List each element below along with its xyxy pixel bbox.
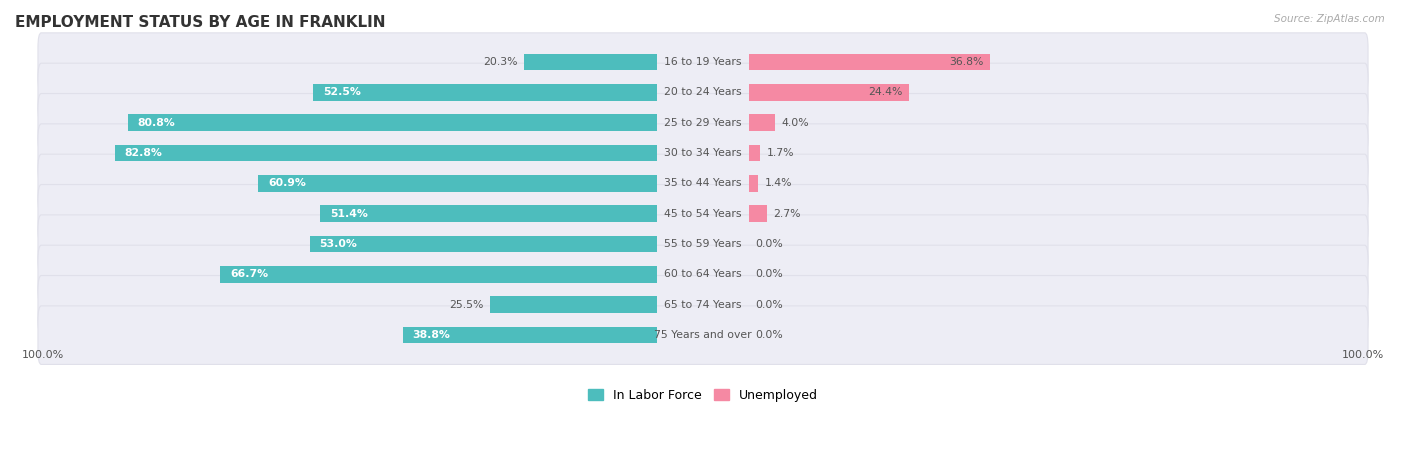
Text: 1.7%: 1.7% (766, 148, 794, 158)
Text: 75 Years and over: 75 Years and over (654, 330, 752, 340)
Text: 4.0%: 4.0% (782, 118, 810, 128)
Text: 100.0%: 100.0% (21, 350, 63, 360)
Text: 66.7%: 66.7% (231, 270, 269, 279)
Text: 60.9%: 60.9% (269, 179, 305, 189)
Text: 1.4%: 1.4% (765, 179, 792, 189)
Text: 82.8%: 82.8% (124, 148, 162, 158)
Text: 55 to 59 Years: 55 to 59 Years (664, 239, 742, 249)
Text: 53.0%: 53.0% (319, 239, 357, 249)
FancyBboxPatch shape (38, 245, 1368, 304)
Bar (749, 175, 758, 192)
Bar (115, 145, 657, 162)
Bar (321, 206, 657, 222)
Bar (491, 297, 657, 313)
Text: 20.3%: 20.3% (484, 57, 517, 67)
Bar (749, 84, 908, 101)
Bar (259, 175, 657, 192)
Bar (221, 266, 657, 283)
Text: 30 to 34 Years: 30 to 34 Years (664, 148, 742, 158)
Bar (749, 54, 990, 71)
Text: 65 to 74 Years: 65 to 74 Years (664, 300, 742, 310)
Text: 16 to 19 Years: 16 to 19 Years (664, 57, 742, 67)
Text: 36.8%: 36.8% (949, 57, 983, 67)
Bar (314, 84, 657, 101)
Bar (404, 327, 657, 343)
Text: 0.0%: 0.0% (755, 330, 783, 340)
FancyBboxPatch shape (38, 215, 1368, 274)
FancyBboxPatch shape (38, 184, 1368, 243)
Text: 60 to 64 Years: 60 to 64 Years (664, 270, 742, 279)
Text: 38.8%: 38.8% (413, 330, 450, 340)
Legend: In Labor Force, Unemployed: In Labor Force, Unemployed (583, 384, 823, 407)
Bar (749, 145, 761, 162)
Text: EMPLOYMENT STATUS BY AGE IN FRANKLIN: EMPLOYMENT STATUS BY AGE IN FRANKLIN (15, 15, 385, 30)
Text: 24.4%: 24.4% (868, 87, 903, 98)
Bar (749, 114, 775, 131)
FancyBboxPatch shape (38, 63, 1368, 122)
Text: 2.7%: 2.7% (773, 209, 800, 219)
Text: 100.0%: 100.0% (1343, 350, 1385, 360)
Text: 35 to 44 Years: 35 to 44 Years (664, 179, 742, 189)
FancyBboxPatch shape (38, 154, 1368, 213)
FancyBboxPatch shape (38, 306, 1368, 364)
Bar (128, 114, 657, 131)
Text: 51.4%: 51.4% (330, 209, 368, 219)
Text: 80.8%: 80.8% (138, 118, 176, 128)
FancyBboxPatch shape (38, 124, 1368, 182)
Text: 0.0%: 0.0% (755, 270, 783, 279)
Text: 20 to 24 Years: 20 to 24 Years (664, 87, 742, 98)
Bar (309, 236, 657, 252)
Text: 0.0%: 0.0% (755, 239, 783, 249)
Text: 0.0%: 0.0% (755, 300, 783, 310)
Bar (524, 54, 657, 71)
FancyBboxPatch shape (38, 275, 1368, 334)
Text: 52.5%: 52.5% (323, 87, 361, 98)
FancyBboxPatch shape (38, 94, 1368, 152)
Text: 25 to 29 Years: 25 to 29 Years (664, 118, 742, 128)
Text: 45 to 54 Years: 45 to 54 Years (664, 209, 742, 219)
FancyBboxPatch shape (38, 33, 1368, 91)
Text: 25.5%: 25.5% (449, 300, 484, 310)
Text: Source: ZipAtlas.com: Source: ZipAtlas.com (1274, 14, 1385, 23)
Bar (749, 206, 766, 222)
